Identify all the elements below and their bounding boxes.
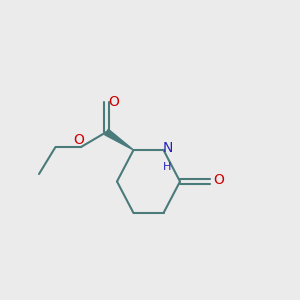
Text: N: N [162,142,172,155]
Text: O: O [213,173,224,187]
Text: O: O [73,133,84,146]
Text: O: O [109,95,119,109]
Polygon shape [105,129,134,150]
Text: H: H [163,161,172,172]
